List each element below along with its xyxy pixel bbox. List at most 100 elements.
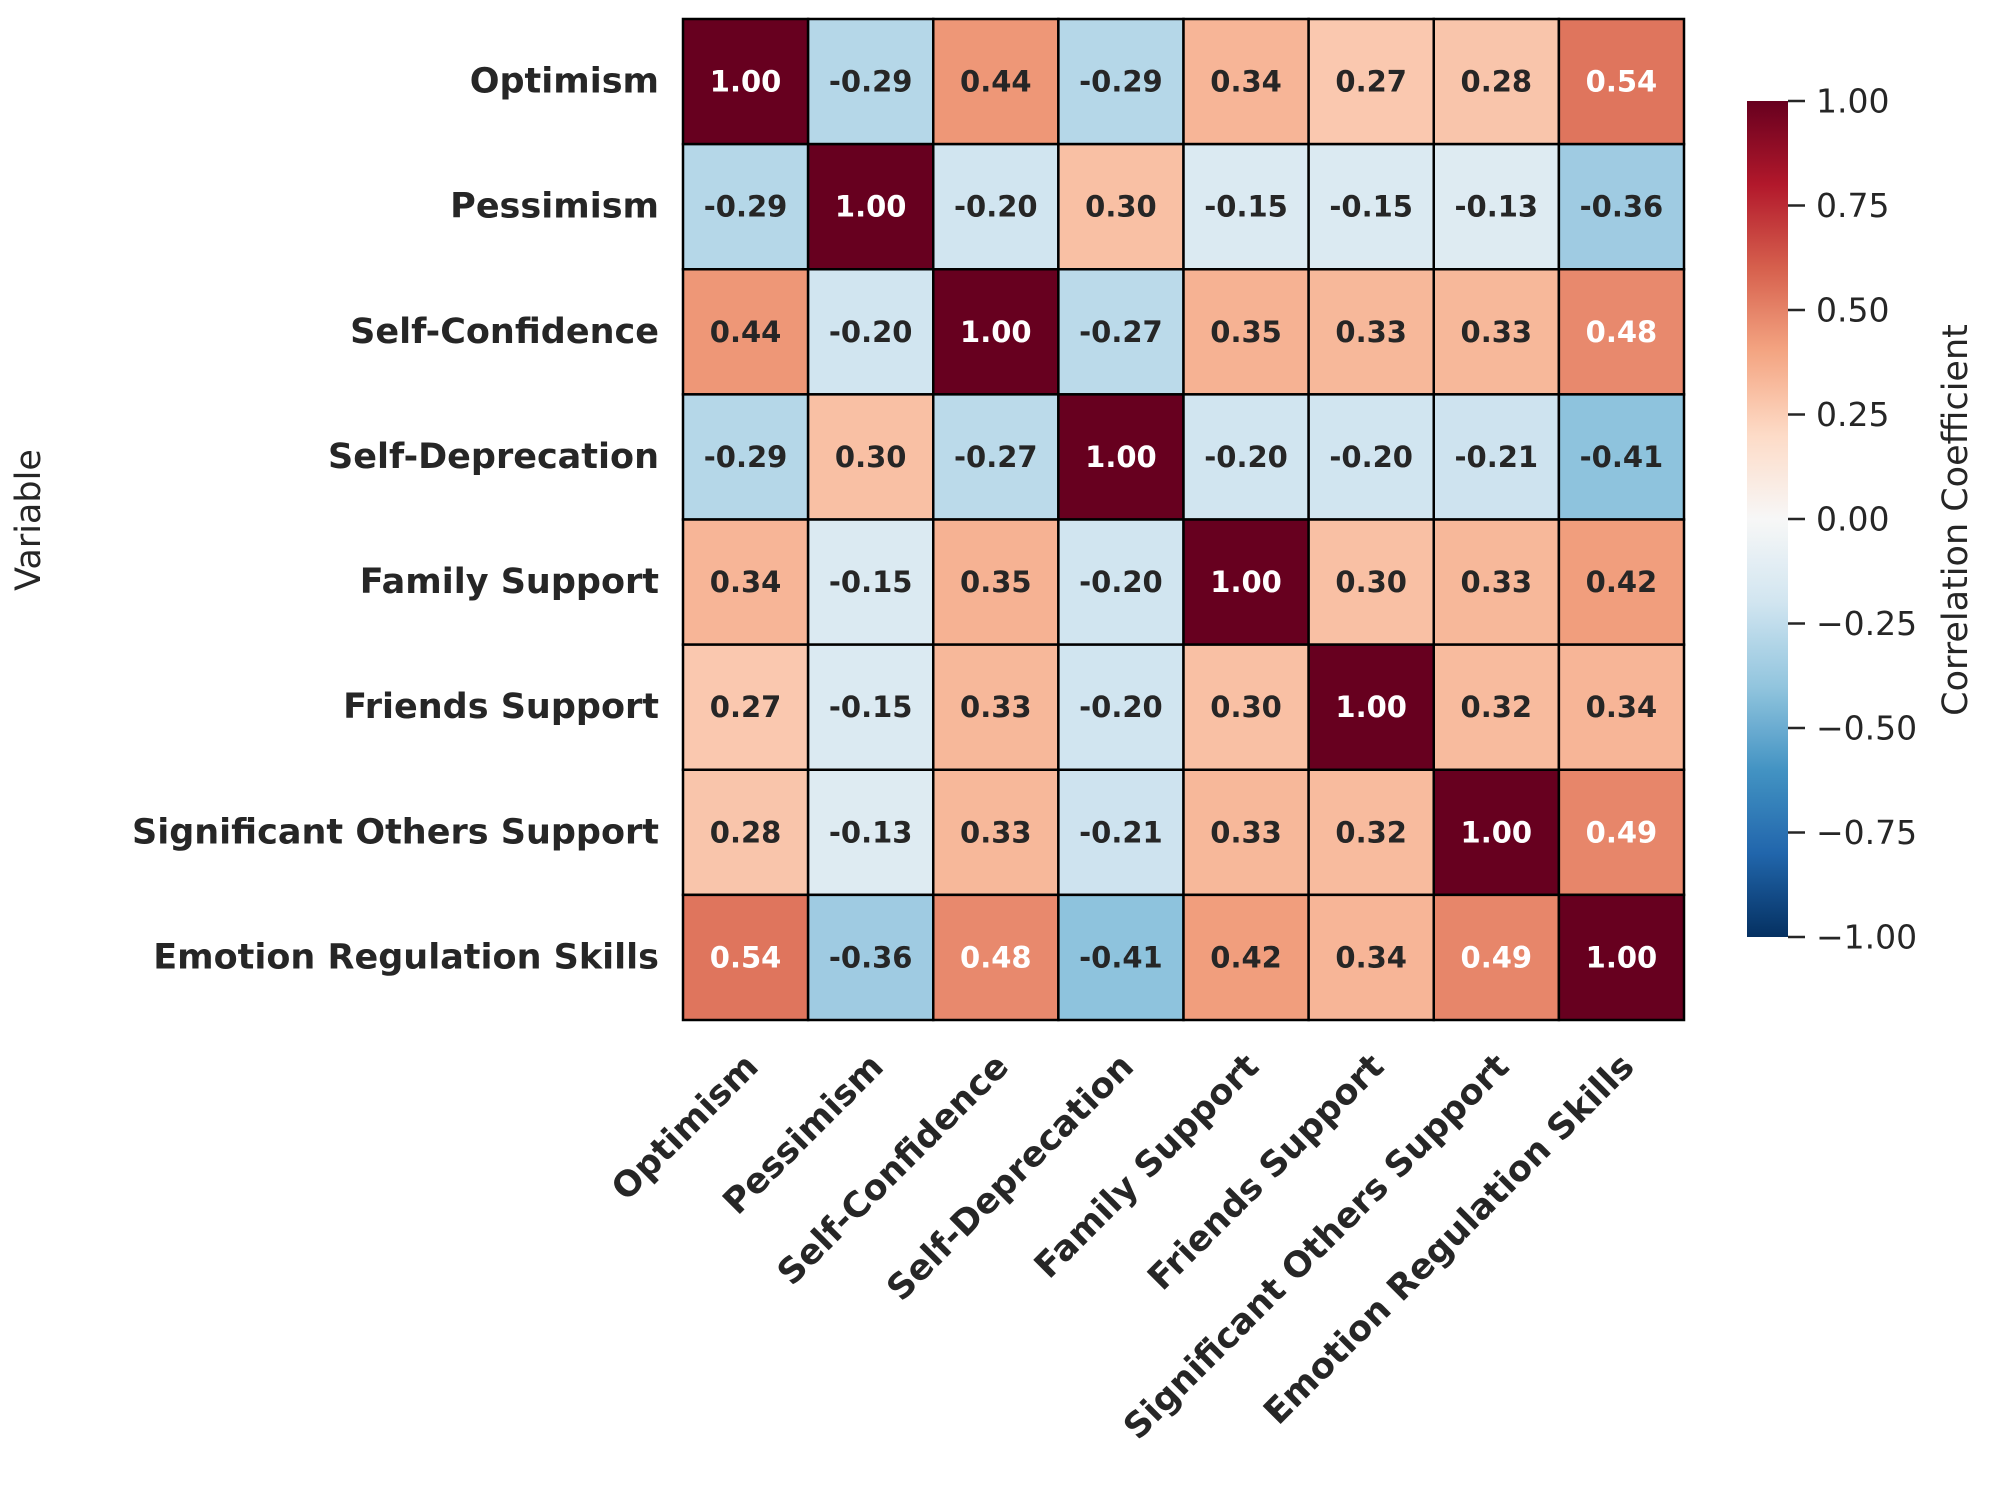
y-tick-label: Family Support — [360, 562, 659, 602]
heatmap-cell: 0.34 — [1557, 643, 1686, 771]
heatmap-cell-rect — [932, 268, 1060, 396]
heatmap-cell: 0.34 — [681, 518, 810, 646]
heatmap-cell-value: 0.30 — [1335, 565, 1407, 599]
heatmap-cell: 0.28 — [1432, 17, 1561, 146]
heatmap-cell-rect — [1557, 643, 1686, 771]
heatmap-cell-value: -0.27 — [954, 440, 1038, 474]
heatmap-cell-rect — [1057, 893, 1185, 1022]
heatmap-cell-rect — [1557, 17, 1686, 146]
heatmap-cell-rect — [1307, 17, 1435, 146]
heatmap-cell-value: -0.20 — [829, 315, 913, 349]
heatmap-cell: -0.29 — [681, 142, 810, 271]
heatmap-cell: -0.20 — [1057, 643, 1185, 771]
heatmap-cell-value: 0.49 — [1586, 815, 1658, 849]
colorbar-tick-label: 0.50 — [1816, 291, 1889, 330]
heatmap-cell-value: -0.13 — [829, 815, 913, 849]
heatmap-cell-rect — [681, 17, 810, 146]
heatmap-cell-value: -0.20 — [1079, 565, 1163, 599]
heatmap-cell-rect — [1307, 142, 1435, 271]
heatmap-cell-rect — [1307, 893, 1435, 1022]
heatmap-cell-value: 1.00 — [1085, 440, 1157, 474]
heatmap-cell-rect — [932, 768, 1060, 897]
heatmap-cell-value: 0.30 — [835, 440, 907, 474]
heatmap-cell-rect — [806, 643, 935, 771]
heatmap-cell-value: -0.27 — [1079, 315, 1163, 349]
y-axis-label: Variable — [9, 449, 49, 591]
heatmap-cell: 0.49 — [1432, 893, 1561, 1022]
heatmap-cell-rect — [1432, 393, 1561, 521]
heatmap-cell-rect — [681, 268, 810, 396]
heatmap-cell: 0.33 — [932, 768, 1060, 897]
heatmap-cell-value: -0.29 — [704, 440, 788, 474]
heatmap-cell-value: 1.00 — [1210, 565, 1282, 599]
x-tick-label: Self-Confidence — [770, 1047, 1017, 1294]
heatmap-cell-rect — [806, 268, 935, 396]
heatmap-cell-value: 0.35 — [960, 565, 1032, 599]
y-tick-label: Pessimism — [450, 187, 659, 227]
heatmap-cell-value: 0.49 — [1461, 940, 1533, 974]
heatmap-cell-rect — [932, 17, 1060, 146]
heatmap-cell-rect — [1307, 768, 1435, 897]
heatmap-cell: 0.48 — [1557, 268, 1686, 396]
colorbar: 1.00 0.75 0.50 0.25 0.00 −0.25 −0.50 −0.75 −1.00 — [1747, 82, 1917, 957]
heatmap-cell-rect — [932, 893, 1060, 1022]
heatmap-cell: 0.30 — [1057, 142, 1185, 271]
heatmap-cell-rect — [1182, 268, 1310, 396]
heatmap-cell-value: 1.00 — [1335, 690, 1407, 724]
heatmap-cell-value: 0.33 — [1461, 565, 1533, 599]
x-tick-label: Family Support — [1027, 1047, 1267, 1287]
heatmap-cell-value: 0.44 — [710, 315, 782, 349]
heatmap-cell-value: 0.34 — [710, 565, 782, 599]
heatmap-cell-value: 0.48 — [960, 940, 1032, 974]
heatmap-cell-value: -0.21 — [1455, 440, 1539, 474]
heatmap-cell-rect — [1307, 643, 1435, 771]
heatmap-cell: 1.00 — [806, 142, 935, 271]
colorbar-gradient — [1747, 101, 1788, 937]
heatmap-cell-value: -0.20 — [1329, 440, 1413, 474]
heatmap-cell: 1.00 — [681, 17, 810, 146]
heatmap-cell: 0.49 — [1557, 768, 1686, 897]
heatmap-cell: 0.30 — [1182, 643, 1310, 771]
colorbar-tick-label: −0.50 — [1816, 709, 1917, 748]
heatmap-cell-value: -0.20 — [1204, 440, 1288, 474]
heatmap-cell-rect — [1557, 893, 1686, 1022]
heatmap-cell: 0.48 — [932, 893, 1060, 1022]
y-tick-label: Optimism — [470, 62, 659, 102]
heatmap-cell-value: -0.15 — [1329, 190, 1413, 224]
colorbar-tick-label: −0.25 — [1816, 604, 1917, 643]
x-tick-label: Self-Deprecation — [880, 1047, 1142, 1309]
heatmap-cell: 0.27 — [1307, 17, 1435, 146]
heatmap-cell-rect — [1182, 393, 1310, 521]
heatmap-cell-value: 0.30 — [1210, 690, 1282, 724]
heatmap-cell: 0.54 — [1557, 17, 1686, 146]
heatmap-cell: -0.15 — [806, 518, 935, 646]
heatmap-cell-value: 0.34 — [1586, 690, 1658, 724]
heatmap-cell: -0.20 — [806, 268, 935, 396]
heatmap-cell: 0.28 — [681, 768, 810, 897]
heatmap-cell: -0.27 — [1057, 268, 1185, 396]
heatmap-cell: 1.00 — [1557, 893, 1686, 1022]
heatmap-cell: 0.44 — [932, 17, 1060, 146]
colorbar-tick-label: −1.00 — [1816, 918, 1917, 957]
heatmap-cell: -0.29 — [681, 393, 810, 521]
colorbar-tick-label: 0.25 — [1816, 395, 1889, 434]
heatmap-cell: -0.36 — [806, 893, 935, 1022]
heatmap-cell-value: 0.42 — [1586, 565, 1658, 599]
heatmap-cell: 1.00 — [932, 268, 1060, 396]
colorbar-label: Correlation Coefficient — [1936, 324, 1976, 716]
heatmap-cell: 0.30 — [806, 393, 935, 521]
colorbar-tick-label: 0.00 — [1816, 500, 1889, 539]
heatmap-cell-rect — [1432, 518, 1561, 646]
heatmap-cell-rect — [1557, 268, 1686, 396]
heatmap-cell-value: -0.41 — [1079, 940, 1163, 974]
heatmap-cell-rect — [1557, 518, 1686, 646]
heatmap-cell: 0.33 — [1432, 518, 1561, 646]
heatmap-cell: -0.21 — [1057, 768, 1185, 897]
heatmap-cell: 1.00 — [1307, 643, 1435, 771]
heatmap-cell-rect — [681, 768, 810, 897]
heatmap-cell-value: -0.15 — [829, 690, 913, 724]
heatmap-cell: 0.30 — [1307, 518, 1435, 646]
heatmap-cell: 0.32 — [1307, 768, 1435, 897]
colorbar-tick-label: 0.75 — [1816, 186, 1889, 225]
